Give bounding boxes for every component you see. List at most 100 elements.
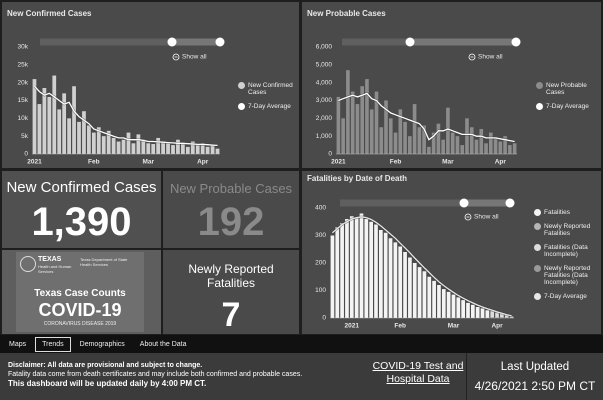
legend-item[interactable]: Newly Reported Fatalities (Data Incomple… (534, 265, 594, 286)
legend: Fatalities Newly Reported Fatalities Fatal… (534, 209, 594, 307)
slider-handle[interactable] (215, 37, 225, 47)
bar (47, 96, 52, 154)
zoom-icon[interactable] (468, 53, 476, 61)
bar (336, 96, 341, 154)
footer: Disclaimer: All data are provisional and… (0, 353, 603, 400)
bar (116, 141, 121, 154)
legend: New Confirmed Cases 7-Day Average (238, 82, 298, 117)
bar (335, 227, 340, 318)
x-tick-label: Mar (442, 159, 454, 166)
x-tick-label: Apr (197, 159, 209, 166)
bar (355, 104, 360, 154)
legend-label: Fatalities (544, 209, 571, 216)
bar (479, 129, 484, 154)
bar (166, 143, 170, 154)
bar (87, 125, 91, 154)
bar (215, 148, 220, 154)
bar (398, 246, 403, 318)
legend-swatch (534, 244, 541, 251)
slider-handle[interactable] (505, 198, 515, 208)
legend-item[interactable]: Fatalities (534, 209, 594, 216)
bar (450, 132, 455, 154)
y-tick-label: 300 (315, 232, 326, 239)
legend-swatch (534, 265, 541, 272)
bar (359, 213, 364, 318)
slider-handle[interactable] (405, 37, 415, 47)
legend-item[interactable]: Fatalities (Data Incomplete) (534, 244, 594, 258)
slider-handle[interactable] (459, 198, 469, 208)
tab[interactable]: Trends (35, 336, 71, 352)
x-tick-label: Feb (88, 159, 100, 166)
bar (500, 313, 504, 318)
show-all[interactable]: Show all (182, 54, 207, 61)
slider-handle[interactable] (167, 37, 177, 47)
bar (185, 146, 190, 154)
tab[interactable]: Maps (9, 340, 27, 348)
y-tick-label: 15k (18, 97, 29, 104)
covid-banner: TEXAS Health and Human Services Texas De… (2, 250, 161, 334)
legend-label: Fatalities (Data Incomplete) (544, 244, 588, 258)
bar (493, 137, 498, 154)
legend-swatch (536, 82, 543, 89)
show-all[interactable]: Show all (474, 214, 499, 221)
legend-item[interactable]: 7-Day Average (536, 103, 596, 110)
y-tick-label: 3,000 (316, 97, 333, 104)
slider-handle[interactable] (511, 37, 521, 47)
legend-label: New Confirmed Cases (248, 82, 293, 96)
bar (427, 146, 431, 154)
bar (42, 88, 47, 154)
x-tick-label: 2021 (331, 159, 346, 166)
legend-item[interactable]: New Probable Cases (536, 82, 596, 96)
bar (460, 145, 465, 154)
legend-label: Newly Reported Fatalities (Data Incomple… (544, 265, 591, 286)
bar (408, 136, 412, 154)
legend-item[interactable]: New Confirmed Cases (238, 82, 298, 96)
bar (91, 132, 96, 154)
legend-item[interactable]: 7-Day Average (534, 293, 594, 300)
banner-title: COVID-19 (38, 300, 122, 320)
agency: TEXAS (38, 256, 62, 263)
tab[interactable]: About the Data (139, 340, 187, 348)
bar (408, 257, 412, 318)
hospital-data-link[interactable]: COVID-19 Test and Hospital Data (372, 360, 464, 385)
bar (146, 143, 151, 154)
bar (345, 219, 349, 318)
bar (498, 141, 503, 154)
x-tick-label: Apr (495, 159, 507, 166)
chart: New Confirmed Cases 0 5k 10k 15k 20k 25k 30k 202… (7, 9, 225, 166)
zoom-icon[interactable] (464, 213, 472, 221)
legend-label: 7-Day Average (544, 293, 587, 300)
legend-label: Newly Reported Fatalities (544, 223, 591, 237)
updated-value: 4/26/2021 2:50 PM CT (474, 379, 596, 393)
kpi-label: New Probable Cases (169, 181, 293, 196)
bar (417, 127, 422, 154)
zoom-icon[interactable] (172, 53, 180, 61)
bar (422, 125, 426, 154)
bar (509, 316, 514, 318)
average-line (338, 92, 515, 143)
bar (427, 276, 432, 318)
disclaimer-line: This dashboard will be updated daily by … (8, 379, 207, 388)
tab[interactable]: Demographics (79, 340, 125, 348)
bar (412, 104, 417, 154)
legend-item[interactable]: Newly Reported Fatalities (534, 223, 594, 237)
bar (504, 314, 509, 318)
bar (490, 311, 495, 318)
x-tick-label: 2021 (27, 159, 42, 166)
y-tick-label: 5,000 (316, 62, 333, 69)
legend-item[interactable]: 7-Day Average (238, 103, 298, 110)
bar (136, 134, 141, 154)
bar (77, 121, 81, 154)
y-tick-label: 100 (315, 287, 326, 294)
x-tick-label: 2021 (345, 323, 360, 330)
chart: New Probable Cases 0 1,000 2,000 3,000 4,000 5… (307, 9, 521, 166)
legend-swatch (536, 103, 543, 110)
department: Texas Department of State Health Service… (80, 257, 128, 267)
chart-title: Fatalities by Date of Death (307, 174, 407, 183)
bar (161, 141, 165, 154)
legend: New Probable Cases 7-Day Average (536, 82, 596, 117)
confirmed-panel: New Confirmed Cases 0 5k 10k 15k 20k 25k 30k 202… (2, 2, 299, 168)
show-all[interactable]: Show all (478, 54, 503, 61)
legend-swatch (534, 223, 541, 230)
bar (82, 111, 86, 154)
